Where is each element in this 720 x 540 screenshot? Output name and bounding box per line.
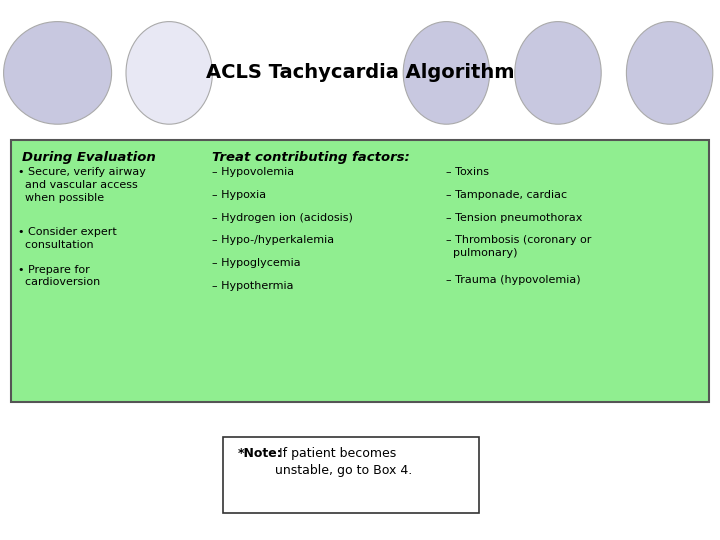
FancyBboxPatch shape [11,140,709,402]
Text: ACLS Tachycardia Algorithm: ACLS Tachycardia Algorithm [206,63,514,83]
Text: – Hypoglycemia: – Hypoglycemia [212,258,301,268]
Text: • Secure, verify airway
  and vascular access
  when possible: • Secure, verify airway and vascular acc… [18,167,146,203]
Text: – Hypovolemia: – Hypovolemia [212,167,294,178]
Text: – Toxins: – Toxins [446,167,490,178]
Ellipse shape [126,22,212,124]
Ellipse shape [626,22,713,124]
Text: – Hypoxia: – Hypoxia [212,190,266,200]
Text: – Hydrogen ion (acidosis): – Hydrogen ion (acidosis) [212,213,354,223]
Text: Treat contributing factors:: Treat contributing factors: [212,151,410,164]
Text: – Tamponade, cardiac: – Tamponade, cardiac [446,190,567,200]
Text: – Hypothermia: – Hypothermia [212,281,294,291]
Text: – Thrombosis (coronary or
  pulmonary): – Thrombosis (coronary or pulmonary) [446,235,592,258]
Ellipse shape [403,22,490,124]
Text: – Tension pneumothorax: – Tension pneumothorax [446,213,582,223]
Text: – Hypo-/hyperkalemia: – Hypo-/hyperkalemia [212,235,335,246]
Text: If patient becomes
unstable, go to Box 4.: If patient becomes unstable, go to Box 4… [275,447,413,477]
Text: During Evaluation: During Evaluation [22,151,156,164]
FancyBboxPatch shape [223,437,479,513]
Ellipse shape [4,22,112,124]
Text: – Trauma (hypovolemia): – Trauma (hypovolemia) [446,275,581,286]
Text: • Consider expert
  consultation: • Consider expert consultation [18,227,117,249]
Text: • Prepare for
  cardioversion: • Prepare for cardioversion [18,265,100,287]
Ellipse shape [515,22,601,124]
Text: *Note:: *Note: [238,447,282,460]
